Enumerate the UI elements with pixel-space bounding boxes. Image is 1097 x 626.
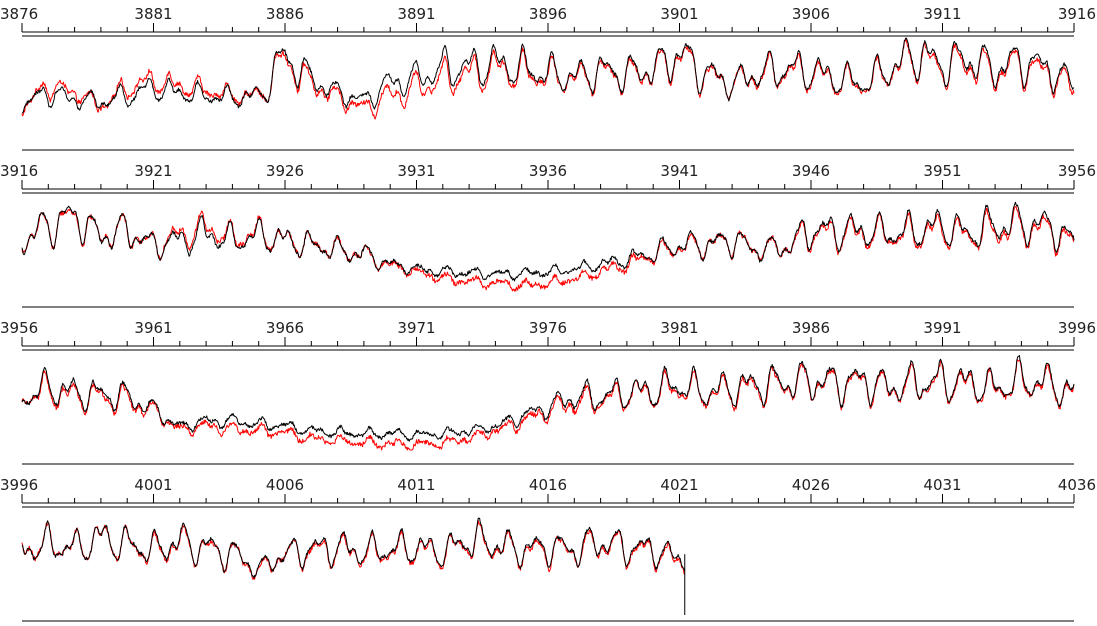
tick-label: 4031 — [923, 476, 961, 494]
tick-label: 3891 — [397, 5, 435, 23]
series-line-black — [21, 37, 1075, 114]
series-line-red — [21, 38, 1075, 120]
spectrum-panel-3: 3956 3961 3966 3971 3976 3981 3986 3991 3996 — [0, 319, 1096, 465]
tick-label: 4001 — [134, 476, 172, 494]
series-line-red — [21, 359, 1075, 451]
tick-label: 3961 — [134, 319, 172, 337]
series-line-red — [21, 519, 686, 580]
tick-label: 3971 — [397, 319, 435, 337]
tick-label: 3966 — [266, 319, 304, 337]
tick-label: 4036 — [1058, 476, 1096, 494]
tick-label: 3916 — [1058, 5, 1096, 23]
tick-label: 3986 — [792, 319, 830, 337]
series-line-black — [21, 355, 1075, 442]
tick-label: 3931 — [397, 162, 435, 180]
tick-label: 4026 — [792, 476, 830, 494]
tick-label: 3996 — [1058, 319, 1096, 337]
tick-label: 3896 — [529, 5, 567, 23]
series-line-red — [21, 206, 1075, 292]
tick-label: 3951 — [923, 162, 961, 180]
tick-label: 3926 — [266, 162, 304, 180]
series-line-black — [21, 201, 1075, 282]
tick-label: 3916 — [0, 162, 38, 180]
tick-label: 3921 — [134, 162, 172, 180]
series-line-black — [21, 517, 686, 579]
tick-label: 3936 — [529, 162, 567, 180]
tick-label: 3881 — [134, 5, 172, 23]
tick-label: 4006 — [266, 476, 304, 494]
spectrum-panel-1: 3876 3881 3886 3891 3896 3901 3906 3911 3916 — [0, 5, 1096, 151]
tick-label: 3876 — [0, 5, 38, 23]
tick-label: 3996 — [0, 476, 38, 494]
tick-label: 3886 — [266, 5, 304, 23]
spectrum-panel-4: 3996 4001 4006 4011 4016 4021 4026 4031 4036 — [0, 476, 1096, 622]
tick-label: 3991 — [923, 319, 961, 337]
tick-label: 3956 — [0, 319, 38, 337]
tick-label: 3901 — [660, 5, 698, 23]
tick-label: 3941 — [660, 162, 698, 180]
tick-label: 3911 — [923, 5, 961, 23]
tick-label: 4016 — [529, 476, 567, 494]
spectrum-panel-2: 3916 3921 3926 3931 3936 3941 3946 3951 3956 — [0, 162, 1096, 308]
tick-label: 3946 — [792, 162, 830, 180]
tick-label: 3906 — [792, 5, 830, 23]
tick-label: 3956 — [1058, 162, 1096, 180]
tick-label: 4021 — [660, 476, 698, 494]
tick-label: 3981 — [660, 319, 698, 337]
tick-label: 4011 — [397, 476, 435, 494]
tick-label: 3976 — [529, 319, 567, 337]
